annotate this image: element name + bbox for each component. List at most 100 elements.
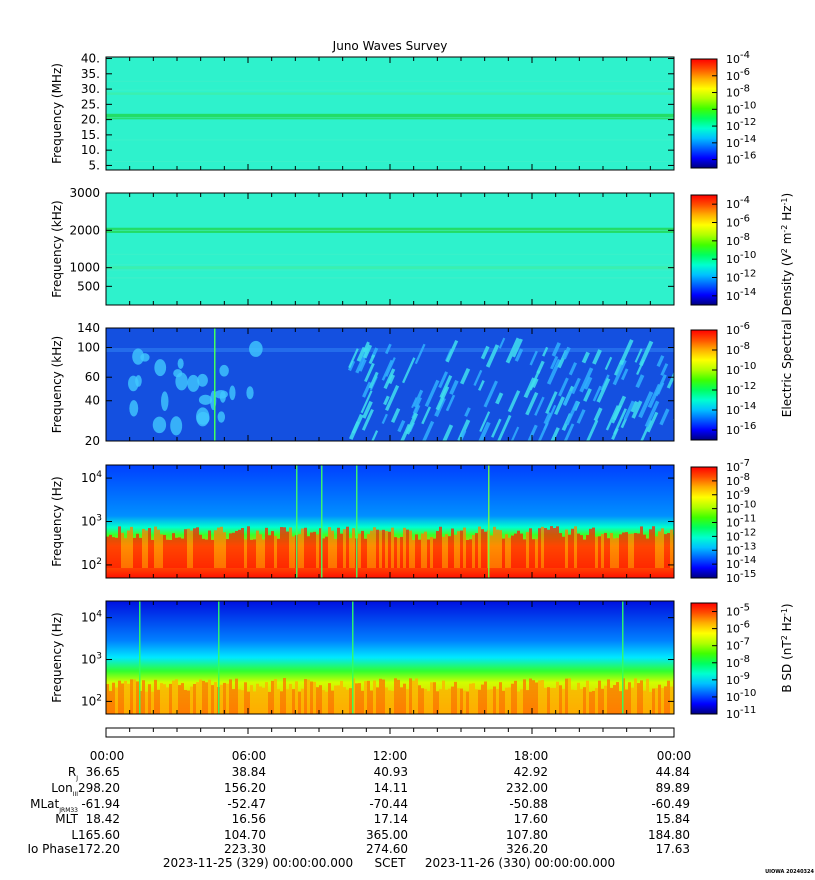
intensity-column	[445, 534, 448, 568]
intensity-column	[199, 534, 202, 568]
intensity-column	[220, 684, 223, 714]
intensity-column	[217, 527, 220, 568]
burst-feature	[523, 377, 536, 399]
burst-feature	[368, 354, 376, 365]
intensity-column	[613, 685, 616, 714]
burst-feature	[198, 394, 213, 405]
intensity-column	[355, 683, 358, 714]
burst-feature	[507, 390, 521, 413]
intensity-column	[220, 526, 223, 568]
intensity-column	[109, 691, 112, 714]
burst-feature	[424, 379, 440, 408]
intensity-column	[274, 535, 277, 568]
intensity-column	[133, 537, 136, 568]
intensity-column	[382, 529, 385, 568]
intensity-column	[397, 538, 400, 568]
colorbar-tick-label: 10-10	[726, 250, 756, 266]
intensity-column	[154, 679, 157, 714]
burst-feature	[527, 424, 538, 441]
colorbar-tick-label: 10-8	[726, 472, 750, 488]
intensity-column	[265, 527, 268, 568]
intensity-column	[265, 682, 268, 714]
y-tick-label: 100	[77, 341, 100, 355]
intensity-column	[568, 534, 571, 568]
intensity-column	[565, 678, 568, 714]
intensity-column	[577, 533, 580, 568]
intensity-column	[505, 687, 508, 714]
intensity-column	[568, 678, 571, 714]
intensity-column	[424, 531, 427, 568]
burst-feature	[638, 391, 654, 419]
burst-feature	[554, 396, 565, 415]
intensity-column	[637, 533, 640, 568]
intensity-column	[334, 539, 337, 568]
intensity-column	[577, 682, 580, 714]
intensity-column	[451, 686, 454, 714]
chart-title: Juno Waves Survey	[332, 39, 448, 53]
intensity-column	[157, 529, 160, 568]
ephemeris-value: 38.84	[232, 765, 266, 779]
ephemeris-value: 18.42	[86, 812, 120, 826]
version-stamp: UIOWA 20240324	[765, 869, 814, 875]
intensity-column	[325, 691, 328, 714]
ephemeris-value: 365.00	[366, 828, 408, 842]
y-axis-label: Frequency (Hz)	[50, 476, 64, 567]
burst-feature	[581, 351, 590, 364]
intensity-column	[238, 689, 241, 714]
burst-feature	[593, 407, 603, 422]
burst-feature	[478, 380, 485, 391]
intensity-column	[160, 534, 163, 568]
burst-feature	[132, 348, 145, 365]
burst-feature	[480, 345, 490, 360]
burst-feature	[347, 360, 356, 372]
y-tick-label: 35.	[81, 67, 100, 81]
intensity-column	[652, 526, 655, 568]
intensity-column	[493, 686, 496, 714]
intensity-column	[634, 533, 637, 568]
burst-feature	[438, 371, 449, 389]
spectrogram-panel-5: 102 103 104 Frequency (Hz)	[50, 600, 675, 715]
ephemeris-row-label: LonIII	[51, 781, 78, 798]
colorbar-tick-label: 10-12	[726, 381, 756, 397]
intensity-column	[601, 688, 604, 714]
intensity-column	[247, 691, 250, 714]
burst-feature	[383, 368, 396, 390]
burst-feature	[672, 417, 674, 421]
burst-feature	[421, 406, 432, 425]
intensity-column	[187, 528, 190, 568]
colorbar-tick-label: 10-6	[726, 67, 750, 83]
burst-feature	[592, 349, 602, 365]
intensity-column	[445, 689, 448, 714]
intensity-column	[247, 526, 250, 568]
intensity-column	[418, 685, 421, 714]
intensity-column	[436, 531, 439, 568]
intensity-column	[574, 526, 577, 568]
intensity-column	[175, 537, 178, 568]
intensity-column	[373, 680, 376, 714]
intensity-column	[145, 691, 148, 714]
intensity-column	[511, 535, 514, 568]
intensity-column	[502, 538, 505, 568]
intensity-column	[499, 682, 502, 714]
spectrogram-panel-4: 102 103 104 Frequency (Hz)	[50, 464, 675, 579]
burst-feature	[505, 337, 521, 364]
intensity-column	[205, 539, 208, 568]
y-tick-label: 104	[81, 470, 102, 485]
burst-feature	[170, 416, 183, 436]
intensity-column	[229, 679, 232, 714]
burst-feature	[612, 395, 627, 421]
ephemeris-value: 44.84	[656, 765, 690, 779]
intensity-column	[412, 680, 415, 714]
y-tick-label: 15.	[81, 128, 100, 142]
intensity-column	[367, 534, 370, 568]
intensity-column	[643, 690, 646, 714]
intensity-column	[286, 531, 289, 568]
intensity-column	[667, 680, 670, 714]
spectrogram-panel-3: 20 40 60 100 140 Frequency (kHz)	[50, 321, 675, 448]
intensity-column	[619, 691, 622, 714]
burst-feature	[435, 385, 450, 411]
intensity-column	[121, 532, 124, 568]
intensity-column	[589, 691, 592, 714]
